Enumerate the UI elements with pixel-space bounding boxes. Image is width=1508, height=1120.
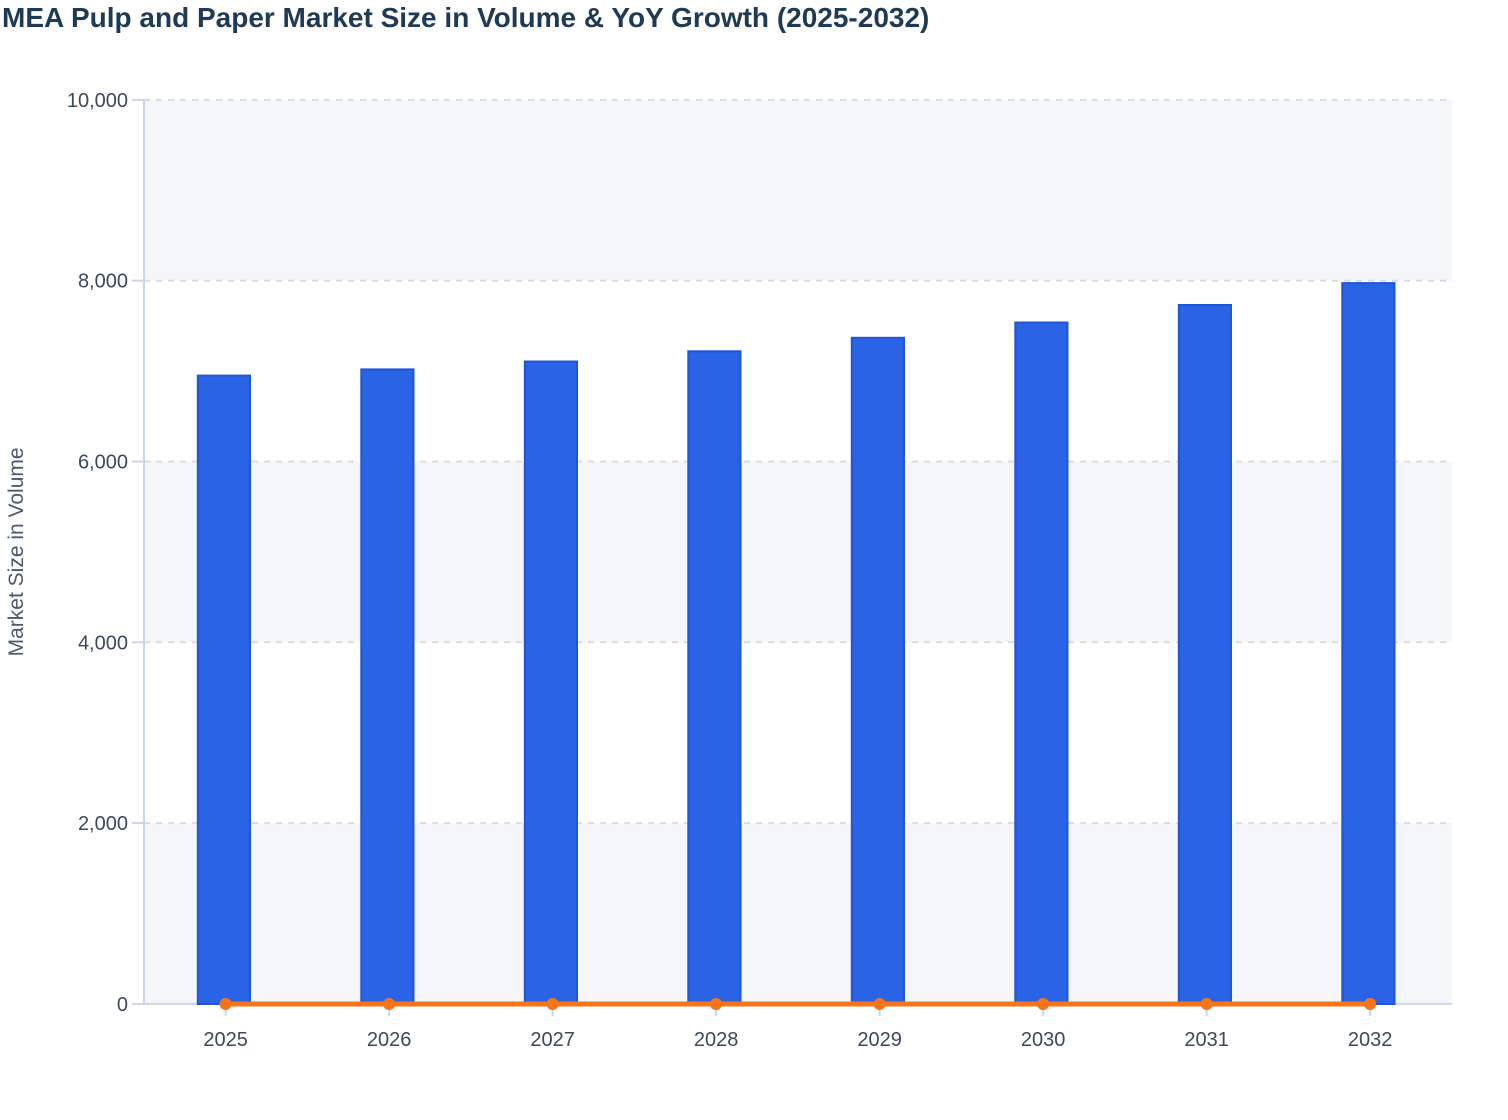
svg-text:2028: 2028 <box>694 1029 739 1051</box>
svg-text:10,000: 10,000 <box>67 90 128 112</box>
svg-text:6,000: 6,000 <box>78 452 128 474</box>
svg-text:2031: 2031 <box>1184 1029 1229 1051</box>
svg-text:0: 0 <box>117 994 128 1016</box>
svg-text:2026: 2026 <box>367 1029 412 1051</box>
svg-text:8,000: 8,000 <box>78 271 128 293</box>
svg-text:Market Size in Volume: Market Size in Volume <box>5 447 28 656</box>
svg-text:2025: 2025 <box>203 1029 248 1051</box>
svg-text:2027: 2027 <box>530 1029 575 1051</box>
svg-text:2030: 2030 <box>1021 1029 1066 1051</box>
svg-text:2029: 2029 <box>857 1029 902 1051</box>
svg-text:4,000: 4,000 <box>78 632 128 654</box>
svg-text:MEA Pulp and Paper Market Size: MEA Pulp and Paper Market Size in Volume… <box>2 2 929 33</box>
svg-text:2,000: 2,000 <box>78 813 128 835</box>
svg-text:2032: 2032 <box>1348 1029 1393 1051</box>
